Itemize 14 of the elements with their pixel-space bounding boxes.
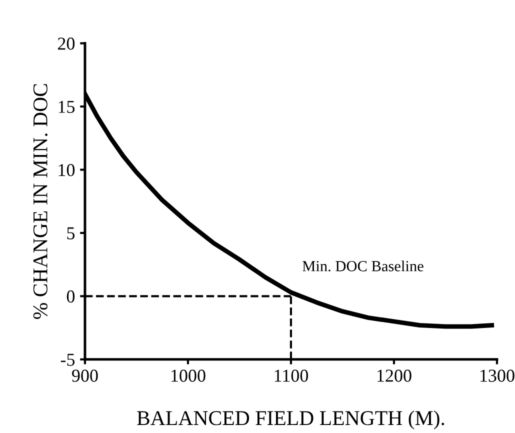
- y-tick-label: 0: [66, 290, 75, 303]
- y-axis-title: % CHANGE IN MIN. DOC: [33, 84, 48, 319]
- y-tick-label: 10: [58, 164, 75, 176]
- x-axis-title: BALANCED FIELD LENGTH (M).: [137, 410, 444, 430]
- x-tick-label: 1300: [480, 370, 514, 382]
- x-tick-label: 1000: [172, 370, 206, 382]
- x-tick-label: 1200: [378, 370, 412, 382]
- y-tick-label: 5: [67, 227, 75, 240]
- y-tick-label: -5: [60, 354, 75, 366]
- annotation: Min. DOC Baseline: [302, 260, 424, 272]
- y-tick-label: 15: [58, 100, 75, 113]
- x-tick-label: 1100: [274, 370, 308, 382]
- y-tick-label: 20: [58, 38, 75, 50]
- x-tick-label: 900: [72, 370, 98, 382]
